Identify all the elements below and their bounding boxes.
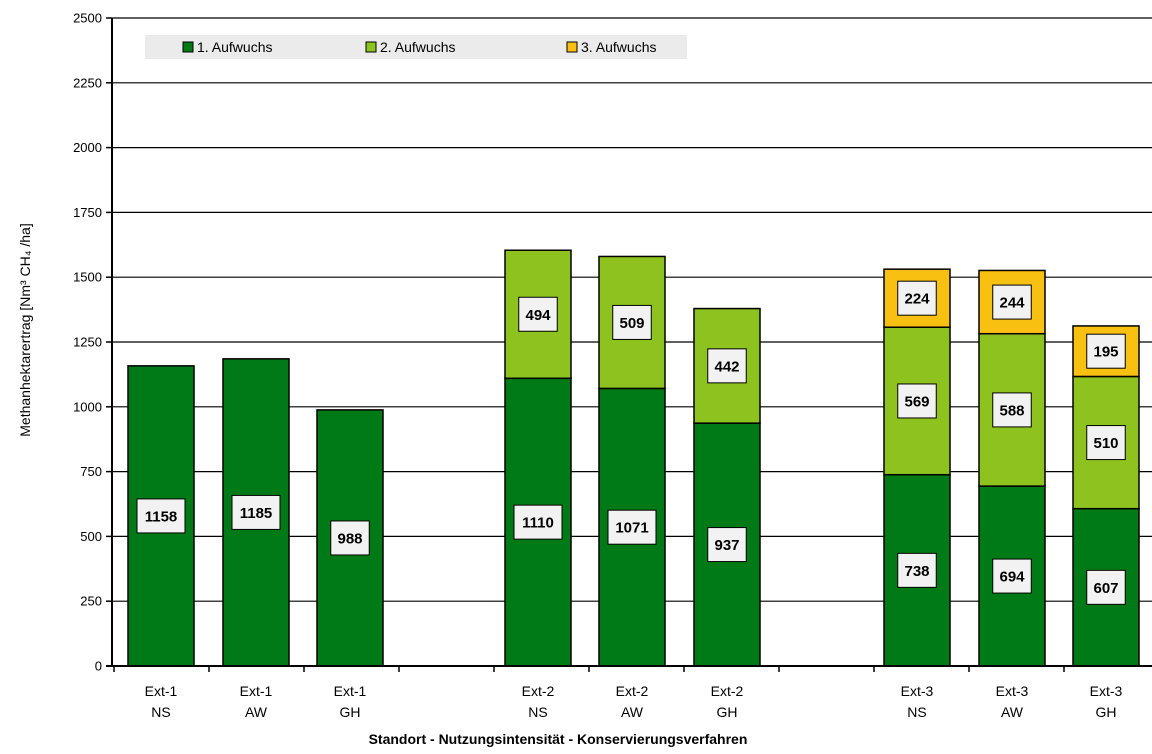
x-tick-label: NS [528, 704, 547, 720]
data-label: 1110 [522, 515, 554, 532]
x-tick-label: Ext-3 [1090, 683, 1123, 699]
legend-label: 2. Aufwuchs [380, 39, 456, 55]
data-label: 1185 [240, 505, 273, 522]
x-tick-label: GH [340, 704, 361, 720]
data-label-box [518, 296, 558, 332]
x-tick-label: Ext-1 [334, 683, 367, 699]
data-label-box [1086, 569, 1126, 605]
data-label-box [897, 383, 937, 419]
data-label-box [1086, 425, 1126, 461]
x-tick-label: Ext-2 [522, 683, 555, 699]
data-label-box [707, 527, 747, 563]
x-tick-label: AW [245, 704, 268, 720]
data-label-box [612, 304, 652, 340]
data-label: 1071 [615, 520, 648, 537]
data-label-box [707, 348, 747, 384]
y-axis-title: Methanhektarertrag [Nm³ CH₄ /ha] [17, 223, 33, 436]
y-tick-label: 1750 [73, 205, 102, 220]
x-tick-label: GH [1096, 704, 1117, 720]
y-tick-label: 750 [80, 464, 102, 479]
x-tick-label: NS [907, 704, 926, 720]
data-label-box [1086, 333, 1126, 369]
x-tick-label: NS [151, 704, 170, 720]
x-tick-label: Ext-3 [996, 683, 1029, 699]
x-tick-label: AW [1001, 704, 1024, 720]
data-label: 195 [1093, 344, 1118, 361]
y-tick-label: 2250 [73, 75, 102, 90]
data-label-box [330, 520, 370, 556]
legend: 1. Aufwuchs 2. Aufwuchs 3. Aufwuchs [145, 35, 687, 59]
y-tick-label: 2500 [73, 11, 102, 26]
legend-label: 3. Aufwuchs [581, 39, 657, 55]
y-tick-label: 1250 [73, 335, 102, 350]
legend-background [145, 35, 687, 59]
data-label-box [897, 280, 937, 316]
y-tick-labels: 0 250 500 750 1000 1250 1500 1750 2000 2250 2500 [73, 11, 102, 674]
axes [106, 17, 1152, 672]
data-label-box [992, 284, 1032, 320]
data-label: 244 [999, 295, 1025, 312]
data-label: 937 [714, 537, 739, 554]
data-label-box [231, 494, 281, 530]
data-label: 988 [337, 530, 362, 547]
legend-label: 1. Aufwuchs [197, 39, 273, 55]
data-label-box [136, 498, 186, 534]
data-label-box [992, 392, 1032, 428]
data-label: 442 [714, 358, 739, 375]
x-tick-label: Ext-2 [711, 683, 744, 699]
y-tick-label: 250 [80, 594, 102, 609]
x-tick-label: GH [717, 704, 738, 720]
data-label: 569 [904, 393, 929, 410]
data-label-box [897, 552, 937, 588]
data-label-box [513, 504, 563, 540]
data-label-box [992, 558, 1032, 594]
x-tick-label: Ext-3 [901, 683, 934, 699]
x-tick-label: AW [621, 704, 644, 720]
legend-swatch [182, 41, 194, 53]
data-label: 510 [1093, 435, 1118, 452]
data-label: 588 [999, 402, 1024, 419]
bars: 1158 1185 988 1110 494 1071 509 937 442 738 569 224… [127, 249, 1140, 667]
x-tick-label: Ext-1 [240, 683, 273, 699]
x-tick-label: Ext-1 [145, 683, 178, 699]
x-tick-labels: Ext-1 NS Ext-1 AW Ext-1 GH Ext-2 NS Ext-2 AW Ext-2… [145, 683, 1123, 720]
y-tick-label: 1000 [73, 399, 102, 414]
data-label: 607 [1093, 580, 1118, 597]
data-label: 509 [619, 315, 644, 332]
y-tick-label: 1500 [73, 270, 102, 285]
x-tick-label: Ext-2 [616, 683, 649, 699]
data-label: 224 [904, 291, 930, 308]
y-tick-label: 0 [95, 659, 102, 674]
data-label: 494 [525, 307, 551, 324]
data-label: 694 [999, 569, 1025, 586]
data-label: 738 [904, 563, 929, 580]
data-label-box [607, 509, 657, 545]
y-tick-label: 2000 [73, 140, 102, 155]
x-axis-title: Standort - Nutzungsintensität - Konservi… [369, 731, 748, 747]
legend-swatch [365, 41, 377, 53]
y-tick-label: 500 [80, 529, 102, 544]
legend-swatch [566, 41, 578, 53]
data-label: 1158 [145, 508, 178, 525]
